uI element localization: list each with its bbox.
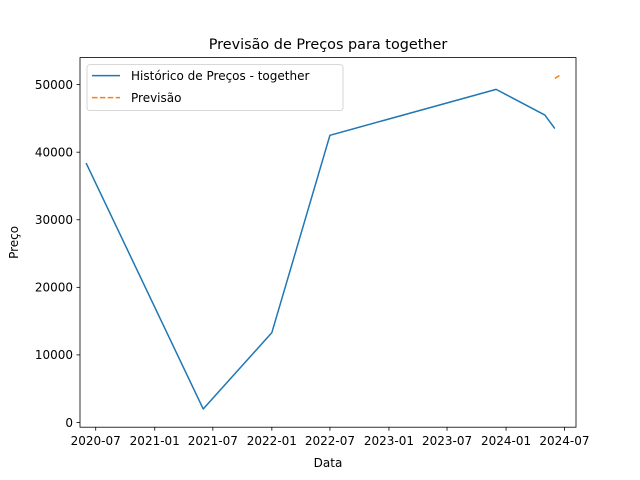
plot-area [79, 57, 577, 428]
x-tick-label: 2022-07 [305, 434, 355, 448]
x-tick-label: 2023-01 [364, 434, 414, 448]
series-line-history [85, 88, 556, 410]
legend-entry-label: Previsão [131, 91, 181, 105]
series-layer [85, 73, 562, 410]
legend-box [86, 64, 344, 111]
series-line-forecast [554, 73, 562, 80]
y-axis-ticks: 0 10000 20000 30000 40000 50000 [35, 78, 80, 430]
x-tick-label: 2021-01 [130, 434, 180, 448]
legend-entry-label: Histórico de Preços - together [131, 69, 309, 83]
x-tick-label: 2021-07 [188, 434, 238, 448]
y-tick-label: 40000 [35, 145, 73, 159]
chart-title: Previsão de Preços para together [209, 37, 448, 53]
y-tick-label: 0 [65, 416, 73, 430]
y-tick-label: 10000 [35, 348, 73, 362]
y-tick-label: 30000 [35, 213, 73, 227]
x-axis-label: Data [314, 456, 343, 470]
legend: Histórico de Preços - together Previsão [86, 64, 344, 111]
y-tick-label: 50000 [35, 78, 73, 92]
x-tick-label: 2023-07 [422, 434, 472, 448]
y-tick-label: 20000 [35, 281, 73, 295]
y-axis-label: Preço [7, 226, 21, 259]
x-tick-label: 2024-07 [539, 434, 589, 448]
x-tick-label: 2024-01 [481, 434, 531, 448]
x-axis-ticks: 2020-07 2021-01 2021-07 2022-01 2022-07 2023-… [71, 427, 590, 448]
axes-frame [79, 57, 577, 428]
x-tick-label: 2020-07 [71, 434, 121, 448]
x-tick-label: 2022-01 [247, 434, 297, 448]
